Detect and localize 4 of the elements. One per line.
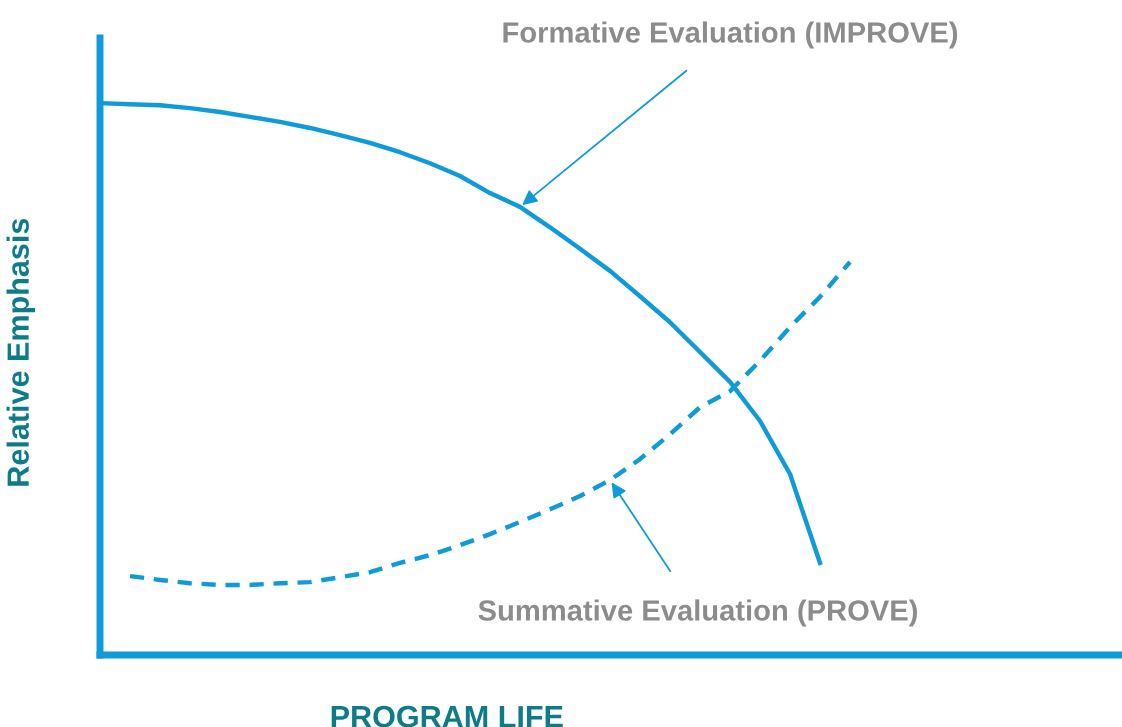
series-label: Summative Evaluation (PROVE) <box>478 599 917 627</box>
x-axis-title: PROGRAM LIFE <box>331 705 563 727</box>
y-axis-title: Relative Emphasis <box>6 218 35 486</box>
text: Formative Evaluation (IMPROVE) <box>503 21 958 49</box>
